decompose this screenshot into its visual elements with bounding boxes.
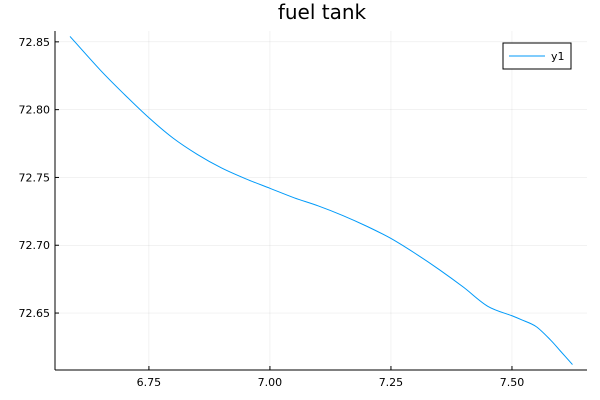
tick-labels: 6.75 7.00 7.25 7.50 72.65 72.70 72.75 72.80 72.8… [19, 36, 525, 389]
legend: y1 [502, 42, 572, 70]
y-tick-label: 72.80 [19, 104, 51, 117]
x-tick-label: 7.00 [258, 376, 283, 389]
y-tick-label: 72.75 [19, 171, 51, 184]
y-tick-label: 72.70 [19, 239, 51, 252]
legend-label: y1 [551, 50, 565, 63]
grid [55, 31, 587, 370]
x-tick-label: 6.75 [137, 376, 162, 389]
series-line-y1 [69, 36, 573, 365]
chart-title: fuel tank [278, 0, 367, 24]
x-tick-label: 7.25 [379, 376, 404, 389]
y-tick-label: 72.65 [19, 307, 51, 320]
x-tick-label: 7.50 [500, 376, 525, 389]
y-tick-label: 72.85 [19, 36, 51, 49]
axes [54, 31, 587, 371]
series-group [69, 36, 573, 365]
